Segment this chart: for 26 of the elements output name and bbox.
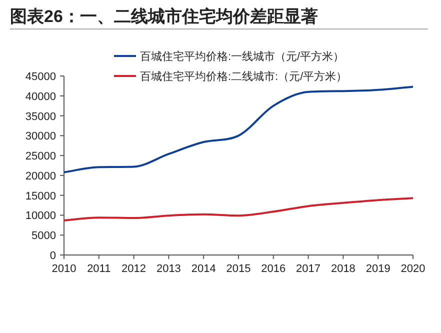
legend-label: 百城住宅平均价格:二线城市:（元/平方米）: [140, 70, 348, 83]
x-tick-label: 2016: [261, 263, 286, 275]
y-tick-label: 0: [50, 250, 56, 262]
y-tick-label: 5000: [32, 230, 56, 242]
x-tick-label: 2013: [156, 263, 181, 275]
x-tick-label: 2017: [296, 263, 321, 275]
x-tick-label: 2015: [226, 263, 251, 275]
x-tick-label: 2019: [366, 263, 390, 275]
y-tick-label: 30000: [25, 130, 56, 143]
line-series: [63, 197, 414, 222]
x-tick-label: 2011: [87, 263, 111, 275]
x-tick-label: 2018: [330, 263, 356, 275]
x-tick-label: 2010: [52, 263, 76, 275]
line-series: [63, 86, 414, 174]
x-tick-label: 2012: [122, 263, 146, 275]
y-tick-label: 35000: [25, 110, 56, 123]
x-tick-label: 2014: [191, 263, 216, 275]
legend-label: 百城住宅平均价格:一线城市（元/平方米）: [140, 50, 344, 63]
chart-title: 图表26：一、二线城市住宅均价差距显著: [10, 7, 318, 26]
y-tick-label: 40000: [25, 90, 56, 103]
y-tick-label: 15000: [25, 190, 56, 202]
x-tick-label: 2020: [400, 263, 426, 275]
y-tick-label: 25000: [25, 150, 56, 163]
y-tick-label: 10000: [25, 210, 56, 222]
y-tick-label: 45000: [25, 71, 56, 83]
y-tick-label: 20000: [25, 170, 56, 182]
